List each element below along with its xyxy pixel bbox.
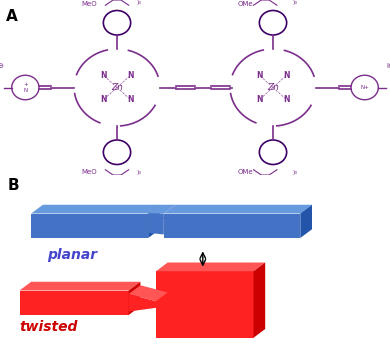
Polygon shape: [148, 214, 164, 233]
Text: )₃: )₃: [136, 0, 141, 5]
Polygon shape: [156, 271, 254, 338]
Text: Zn: Zn: [267, 83, 279, 92]
Polygon shape: [31, 205, 160, 214]
Text: I⊖: I⊖: [386, 63, 390, 70]
Text: OMe: OMe: [238, 0, 254, 7]
Text: N: N: [128, 95, 134, 104]
Polygon shape: [129, 294, 156, 312]
Text: MeO: MeO: [82, 168, 98, 175]
Text: N+: N+: [360, 85, 369, 90]
Text: )₃: )₃: [292, 0, 297, 5]
Polygon shape: [164, 214, 300, 238]
Text: N: N: [100, 95, 106, 104]
Text: Zn: Zn: [111, 83, 123, 92]
Text: B: B: [8, 178, 20, 194]
Text: planar: planar: [47, 248, 97, 262]
Text: A: A: [6, 9, 18, 24]
Polygon shape: [20, 290, 129, 315]
Text: I⊖: I⊖: [0, 63, 4, 70]
Polygon shape: [31, 214, 148, 238]
Polygon shape: [148, 205, 160, 238]
Text: N: N: [100, 71, 106, 80]
Polygon shape: [148, 217, 164, 234]
Text: N: N: [256, 71, 262, 80]
Text: N: N: [256, 95, 262, 104]
Polygon shape: [300, 205, 312, 238]
Text: N: N: [128, 71, 134, 80]
Polygon shape: [254, 262, 265, 338]
Polygon shape: [164, 205, 312, 214]
Polygon shape: [20, 282, 140, 290]
Text: OMe: OMe: [238, 168, 254, 175]
Text: )₃: )₃: [136, 170, 141, 175]
Text: MeO: MeO: [82, 0, 98, 7]
Text: N: N: [284, 95, 290, 104]
Text: )₃: )₃: [292, 170, 297, 175]
Polygon shape: [156, 262, 265, 271]
Polygon shape: [148, 205, 176, 214]
Text: +
N: + N: [23, 82, 28, 93]
Text: twisted: twisted: [20, 320, 78, 334]
Text: N: N: [284, 71, 290, 80]
Polygon shape: [129, 285, 168, 301]
Polygon shape: [129, 282, 140, 315]
